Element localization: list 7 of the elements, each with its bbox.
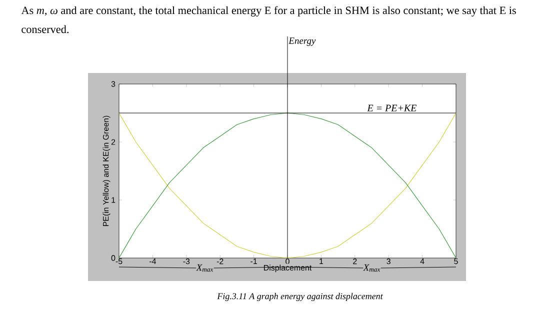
ref-line-label: Energy [288, 38, 316, 46]
text: X$_{max}$ [196, 264, 214, 272]
caption: Fig.3.11 A graph energy against displacement [217, 292, 383, 302]
text: As m, ω and are constant, the total mechanical energy E for a particle in SHM is also constant; we say that E is conserved. [21, 6, 516, 34]
ref-line-label: E = PE+KE [367, 104, 417, 112]
text: X$_{max}$ [363, 264, 380, 272]
line-series [118, 112, 456, 258]
